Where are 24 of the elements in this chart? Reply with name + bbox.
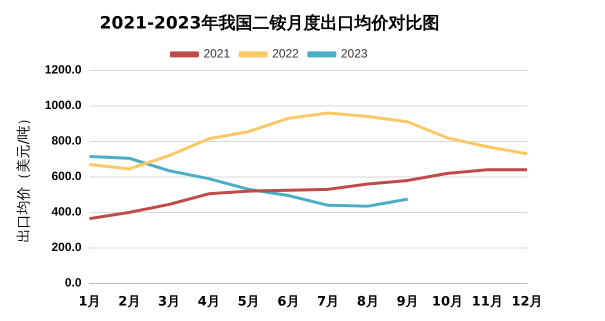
chart-title: 2021-2023年我国二铵月度出口均价对比图 xyxy=(100,14,440,34)
legend-label: 2021 xyxy=(203,46,230,61)
y-tick-label: 1000.0 xyxy=(44,98,82,112)
x-tick-label: 3月 xyxy=(158,294,180,310)
x-tick-label: 1月 xyxy=(78,294,101,310)
x-tick-label: 10月 xyxy=(432,294,463,310)
x-tick-label: 4月 xyxy=(198,294,220,310)
x-tick-label: 11月 xyxy=(472,294,503,310)
x-tick-label: 6月 xyxy=(277,294,300,310)
x-tick-label: 5月 xyxy=(238,294,260,310)
y-tick-label: 800.0 xyxy=(51,134,82,148)
y-tick-label: 200.0 xyxy=(51,240,82,254)
x-tick-label: 12月 xyxy=(511,294,543,310)
legend-label: 2022 xyxy=(272,46,300,61)
y-tick-label: 600.0 xyxy=(51,169,82,184)
x-tick-label: 8月 xyxy=(356,294,379,310)
x-tick-label: 9月 xyxy=(396,294,419,310)
y-tick-label: 0.0 xyxy=(64,276,82,290)
y-tick-label: 400.0 xyxy=(51,204,82,219)
legend-label: 2023 xyxy=(340,46,368,61)
y-axis-title: 出口均价（美元/吨） xyxy=(16,112,32,242)
x-tick-label: 7月 xyxy=(317,294,340,310)
x-tick-label: 2月 xyxy=(118,294,140,310)
y-tick-label: 1200.0 xyxy=(44,62,82,77)
